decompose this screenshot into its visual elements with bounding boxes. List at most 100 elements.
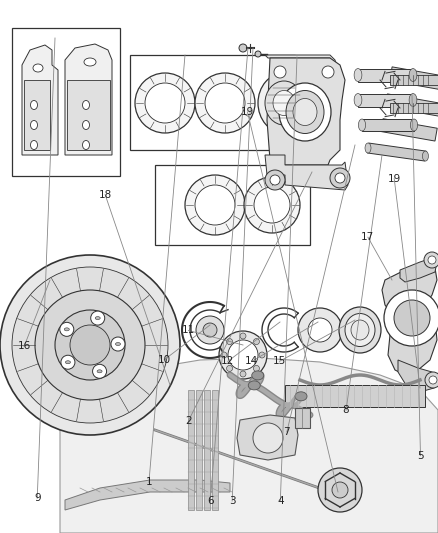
Text: 16: 16 (18, 342, 31, 351)
Ellipse shape (31, 101, 38, 109)
Circle shape (61, 355, 75, 369)
Ellipse shape (354, 93, 362, 107)
Circle shape (318, 468, 362, 512)
Text: 9: 9 (34, 494, 41, 503)
Ellipse shape (422, 151, 428, 161)
Circle shape (92, 365, 106, 378)
Bar (12, 28, 120, 176)
Polygon shape (65, 480, 230, 510)
Text: 10: 10 (158, 355, 171, 365)
Ellipse shape (358, 119, 366, 131)
Bar (188, 390, 194, 510)
Ellipse shape (409, 69, 417, 82)
Circle shape (195, 185, 235, 225)
Bar (212, 390, 218, 510)
Ellipse shape (339, 307, 381, 353)
Ellipse shape (31, 141, 38, 149)
Polygon shape (367, 143, 426, 161)
Ellipse shape (293, 99, 317, 125)
Ellipse shape (248, 381, 260, 390)
Ellipse shape (351, 320, 369, 340)
Circle shape (239, 44, 247, 52)
Ellipse shape (82, 101, 89, 109)
Circle shape (259, 352, 265, 358)
Circle shape (253, 423, 283, 453)
Circle shape (60, 322, 74, 336)
Text: 19: 19 (388, 174, 401, 183)
Circle shape (335, 173, 345, 183)
Ellipse shape (279, 83, 331, 141)
Circle shape (298, 308, 342, 352)
Ellipse shape (286, 91, 324, 133)
Text: 12: 12 (221, 357, 234, 366)
Circle shape (205, 83, 245, 123)
Bar (390, 103, 438, 113)
Bar (130, 55, 295, 150)
Polygon shape (265, 155, 348, 190)
Circle shape (226, 338, 233, 344)
Bar (24, 80, 50, 150)
Circle shape (240, 333, 246, 339)
Circle shape (254, 187, 290, 223)
Circle shape (111, 337, 125, 351)
Circle shape (240, 371, 246, 377)
Circle shape (244, 177, 300, 233)
Circle shape (330, 168, 350, 188)
Circle shape (424, 252, 438, 268)
Bar (390, 75, 438, 85)
Polygon shape (265, 55, 340, 80)
Bar (390, 67, 438, 91)
Ellipse shape (64, 328, 69, 331)
Circle shape (70, 325, 110, 365)
Text: 8: 8 (343, 406, 350, 415)
Circle shape (332, 482, 348, 498)
Polygon shape (400, 258, 437, 282)
Circle shape (185, 175, 245, 235)
Circle shape (196, 316, 224, 344)
Text: 18: 18 (99, 190, 112, 199)
Text: 6: 6 (207, 496, 214, 506)
Circle shape (394, 300, 430, 336)
Ellipse shape (295, 392, 307, 401)
Text: 2: 2 (185, 416, 192, 426)
Ellipse shape (33, 64, 43, 72)
Text: 14: 14 (245, 357, 258, 366)
Polygon shape (382, 265, 437, 375)
Text: 19: 19 (241, 107, 254, 117)
Circle shape (429, 376, 437, 384)
Circle shape (12, 267, 168, 423)
Circle shape (35, 290, 145, 400)
Circle shape (195, 73, 255, 133)
Bar (285, 385, 425, 407)
Circle shape (322, 66, 334, 78)
Ellipse shape (252, 371, 264, 380)
Circle shape (221, 352, 227, 358)
Bar (295, 408, 310, 428)
Text: 11: 11 (182, 326, 195, 335)
Bar (385, 94, 438, 116)
Circle shape (265, 170, 285, 190)
Circle shape (226, 366, 233, 372)
Polygon shape (65, 44, 112, 155)
Circle shape (254, 338, 259, 344)
Circle shape (308, 318, 332, 342)
Bar (204, 390, 210, 510)
Polygon shape (398, 360, 437, 392)
Circle shape (255, 51, 261, 57)
Ellipse shape (116, 343, 120, 345)
Ellipse shape (410, 119, 417, 131)
Ellipse shape (82, 141, 89, 149)
Circle shape (274, 66, 286, 78)
Polygon shape (237, 415, 298, 460)
Ellipse shape (345, 313, 375, 346)
Ellipse shape (365, 143, 371, 153)
Bar (67, 80, 110, 150)
Circle shape (145, 83, 185, 123)
Ellipse shape (82, 120, 89, 130)
Ellipse shape (354, 69, 362, 82)
Text: 1: 1 (145, 478, 152, 487)
Bar (155, 165, 310, 245)
Text: 5: 5 (417, 451, 424, 461)
Ellipse shape (97, 370, 102, 373)
Text: 7: 7 (283, 427, 290, 437)
